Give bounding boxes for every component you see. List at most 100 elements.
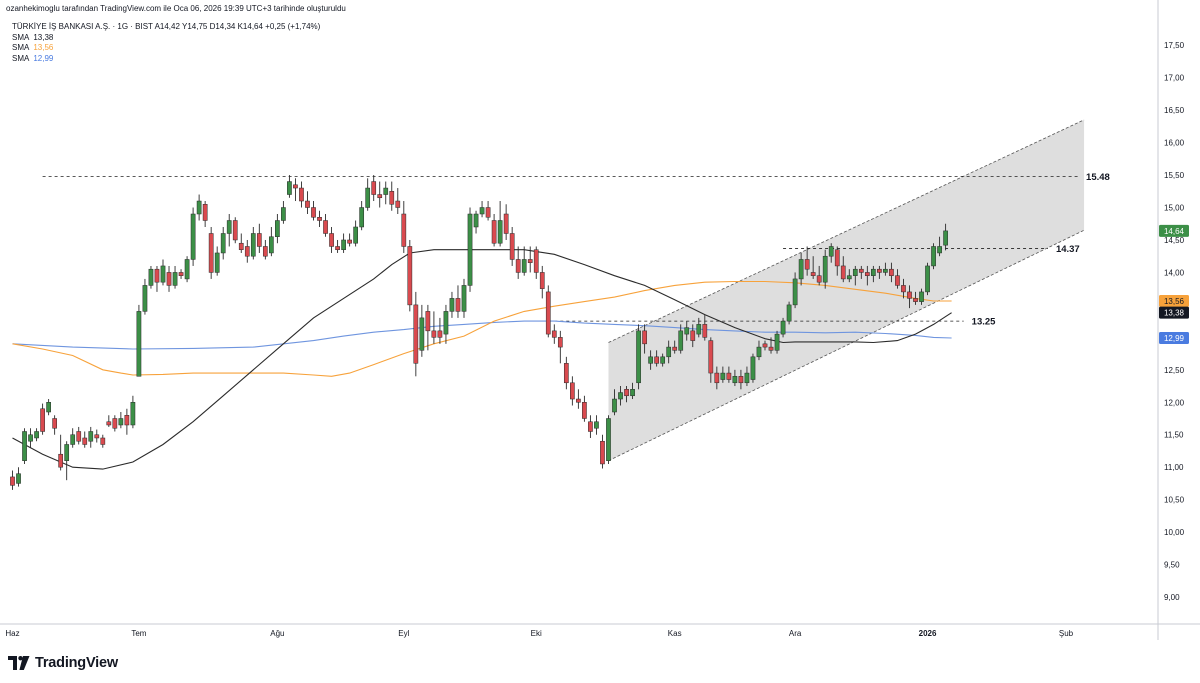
price-badge-13,38: 13,38 (1159, 306, 1189, 319)
candle-body (455, 298, 461, 312)
time-axis[interactable]: Haz Tem Ağu Eyl Eki Kas Ara 2026 Şub (0, 623, 1200, 638)
candle-body (22, 431, 27, 461)
candle (178, 269, 184, 279)
candle-body (34, 431, 39, 439)
candle-body (636, 330, 641, 384)
sma-legend-3[interactable]: SMA 12,99 (12, 54, 320, 65)
candle-body (594, 421, 599, 429)
candle (299, 181, 304, 208)
candle-body (431, 330, 437, 338)
y-tick-label: 11,00 (1164, 463, 1184, 472)
candle-body (419, 317, 425, 351)
candle (94, 429, 100, 443)
candle (557, 330, 563, 364)
candle-body (100, 437, 106, 445)
candle-body (70, 434, 76, 445)
candle-body (606, 418, 611, 461)
candle-body (576, 398, 581, 403)
candle-body (630, 389, 635, 397)
candle-body (413, 304, 419, 364)
candle-body (913, 298, 918, 302)
candle (425, 304, 431, 351)
candle (913, 291, 918, 305)
candle-body (943, 230, 948, 246)
candle-body (600, 440, 605, 465)
candle-body (871, 268, 876, 276)
y-tick-label: 10,50 (1164, 496, 1185, 505)
candle-body (732, 376, 738, 384)
candle (58, 434, 64, 471)
candle (576, 389, 581, 409)
candle-body (184, 259, 190, 280)
candle (256, 223, 262, 253)
tradingview-logo[interactable]: TradingView (8, 654, 118, 672)
parallel-channel[interactable] (608, 119, 1085, 462)
candle-body (919, 291, 924, 302)
candle (840, 256, 846, 283)
candle-body (515, 259, 521, 273)
candle (551, 324, 557, 344)
x-tick-label: Haz (5, 629, 19, 638)
candle-body (226, 220, 232, 234)
y-tick-label: 12,50 (1164, 366, 1185, 375)
candle (154, 265, 160, 292)
y-tick-label: 14,00 (1164, 268, 1185, 277)
candle (527, 246, 533, 273)
candle (509, 226, 515, 266)
candle-body (202, 204, 208, 221)
candle-body (383, 187, 389, 195)
candle-body (774, 333, 780, 351)
candle-body (672, 346, 678, 351)
horizontal-levels[interactable]: 15.48 14.37 13.25 (42, 172, 1110, 328)
candle (943, 223, 948, 251)
sma-value: 13,56 (33, 43, 54, 52)
candle (305, 191, 310, 215)
candle-body (768, 346, 774, 351)
price-badge-text: 14,64 (1164, 227, 1185, 236)
candle-body (883, 268, 888, 273)
candle-body (443, 311, 449, 335)
candle-body (58, 453, 64, 468)
candle (864, 265, 870, 286)
price-axis[interactable]: 17,50 17,00 16,50 16,00 15,50 15,00 14,50 14,00… (1157, 0, 1185, 640)
candle (798, 252, 804, 286)
candle-body (756, 346, 762, 358)
candle (365, 178, 371, 211)
candle-body (172, 272, 178, 286)
price-badges: 14,64 13,56 13,38 12,99 (1159, 224, 1189, 345)
sma-value: 12,99 (33, 53, 54, 63)
candle (467, 207, 473, 292)
candle (437, 317, 443, 344)
candle-body (232, 220, 238, 241)
candle (377, 181, 383, 208)
candle (166, 265, 172, 292)
candle-body (895, 275, 900, 286)
candle-body (720, 372, 726, 380)
x-tick-label: 2026 (919, 629, 937, 638)
candle (160, 259, 166, 286)
candle (816, 265, 822, 286)
candle (871, 265, 876, 283)
candle-body (82, 437, 88, 445)
price-badge-bg (1159, 332, 1189, 345)
candle (172, 265, 178, 289)
sma-legend-1[interactable]: SMA 13,38 (12, 33, 320, 44)
candle-body (467, 213, 473, 286)
x-tick-label: Tem (131, 629, 146, 638)
candle (323, 214, 328, 237)
x-tick-label: Eyl (398, 629, 409, 638)
sma-legend-2[interactable]: SMA 13,56 (12, 43, 320, 54)
candle (413, 291, 419, 377)
candle (485, 201, 491, 221)
candle-body (335, 246, 340, 250)
candle (250, 226, 256, 260)
candle (262, 239, 268, 260)
candle (124, 408, 130, 435)
candle-body (780, 320, 786, 335)
candle-body (293, 184, 298, 189)
sma-label: SMA (12, 53, 30, 63)
candle (660, 353, 666, 367)
candle-body (738, 376, 744, 384)
candle-body (588, 421, 593, 432)
